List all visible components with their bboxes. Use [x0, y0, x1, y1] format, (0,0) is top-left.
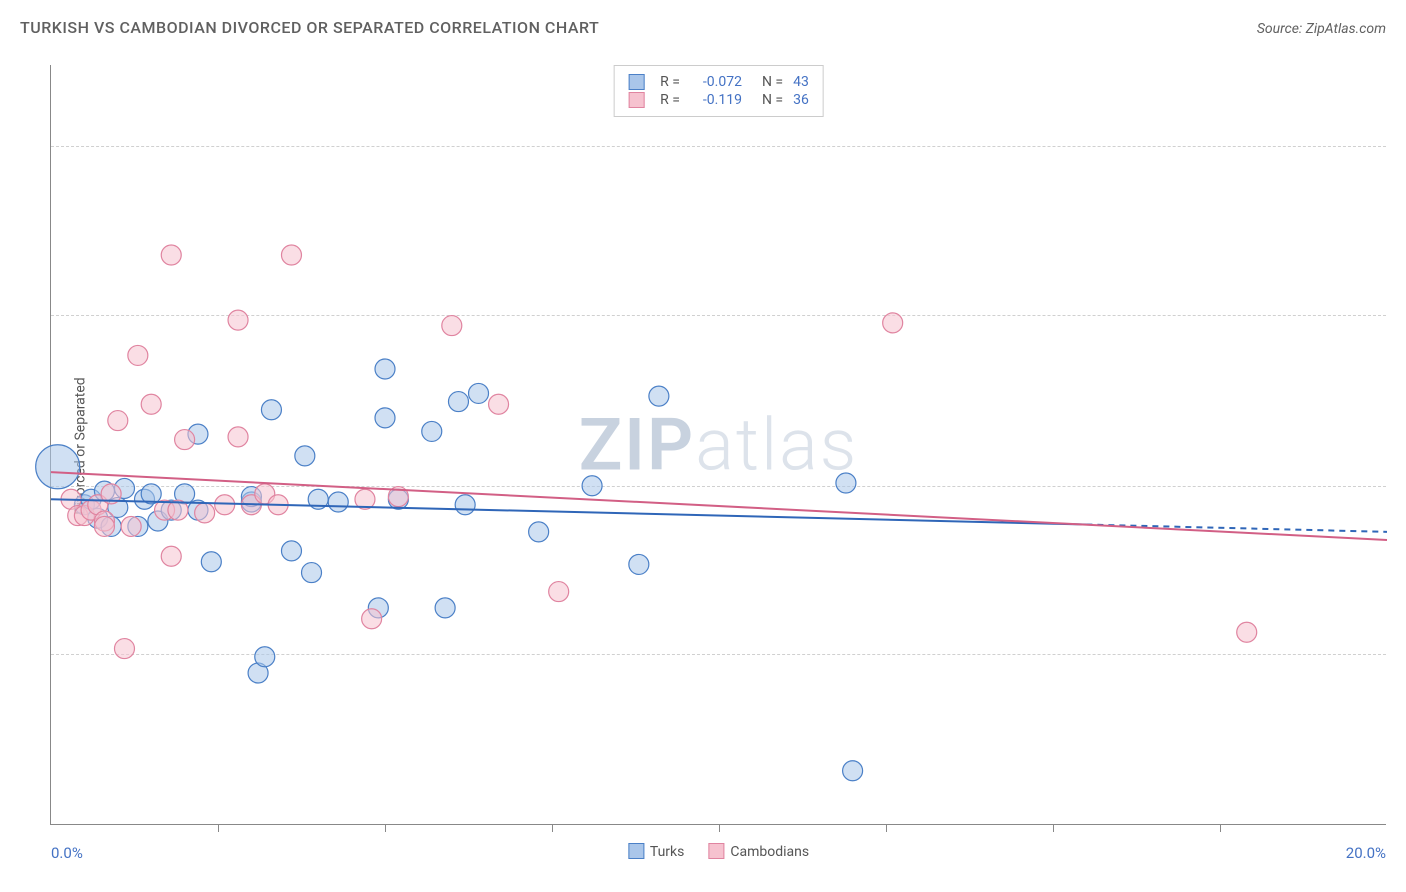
legend-swatch — [628, 92, 644, 108]
x-tick — [218, 824, 219, 832]
x-tick — [385, 824, 386, 832]
data-point — [529, 522, 549, 542]
legend-item: Turks — [628, 843, 685, 860]
chart-source: Source: ZipAtlas.com — [1257, 21, 1386, 37]
data-point — [281, 541, 301, 561]
x-axis-max-label: 20.0% — [1346, 844, 1386, 862]
data-point — [649, 386, 669, 406]
data-point — [448, 392, 468, 412]
data-point — [114, 639, 134, 659]
data-point — [455, 495, 475, 515]
correlation-legend: R = -0.072 N = 43 R = -0.119 N = 36 — [613, 65, 824, 117]
data-point — [161, 245, 181, 265]
data-point — [422, 421, 442, 441]
legend-row: R = -0.072 N = 43 — [628, 74, 809, 90]
legend-swatch — [708, 843, 724, 859]
x-tick — [1220, 824, 1221, 832]
data-point — [141, 394, 161, 414]
series-legend: Turks Cambodians — [628, 843, 809, 860]
data-point — [201, 552, 221, 572]
data-point — [261, 400, 281, 420]
data-point — [836, 473, 856, 493]
data-point — [108, 411, 128, 431]
legend-label: Cambodians — [730, 844, 809, 860]
data-point — [255, 647, 275, 667]
data-point — [215, 495, 235, 515]
x-tick — [719, 824, 720, 832]
x-tick — [552, 824, 553, 832]
plot-area: 6.3%12.5%18.8%25.0% ZIPatlas R =-0.072N … — [50, 65, 1386, 825]
regression-line-extrapolated — [1086, 525, 1387, 532]
x-tick — [886, 824, 887, 832]
data-point — [549, 582, 569, 602]
data-point — [121, 516, 141, 536]
legend-label: Turks — [650, 844, 685, 860]
data-point — [435, 598, 455, 618]
r-value: -0.119 — [690, 92, 742, 108]
data-point — [228, 310, 248, 330]
r-label: R = — [660, 74, 680, 90]
data-point — [442, 316, 462, 336]
data-point — [375, 359, 395, 379]
r-value: -0.072 — [690, 74, 742, 90]
data-point — [295, 446, 315, 466]
data-point — [228, 427, 248, 447]
n-label: N = — [762, 92, 783, 108]
n-label: N = — [762, 74, 783, 90]
data-point — [281, 245, 301, 265]
data-point — [489, 394, 509, 414]
n-value: 43 — [793, 74, 809, 90]
data-point — [375, 408, 395, 428]
data-point — [128, 345, 148, 365]
legend-row: R = -0.119 N = 36 — [628, 92, 809, 108]
data-point — [469, 383, 489, 403]
x-axis-min-label: 0.0% — [51, 844, 83, 862]
scatter-plot — [51, 65, 1387, 825]
chart-title: TURKISH VS CAMBODIAN DIVORCED OR SEPARAT… — [20, 18, 599, 37]
data-point — [1237, 622, 1257, 642]
legend-swatch — [628, 843, 644, 859]
data-point — [161, 546, 181, 566]
data-point — [302, 563, 322, 583]
r-label: R = — [660, 92, 680, 108]
x-tick — [1053, 824, 1054, 832]
data-point — [94, 516, 114, 536]
n-value: 36 — [793, 92, 809, 108]
data-point — [362, 609, 382, 629]
data-point — [36, 445, 80, 489]
data-point — [582, 476, 602, 496]
data-point — [883, 313, 903, 333]
data-point — [328, 492, 348, 512]
legend-swatch — [628, 74, 644, 90]
data-point — [843, 761, 863, 781]
data-point — [629, 554, 649, 574]
data-point — [175, 430, 195, 450]
legend-item: Cambodians — [708, 843, 809, 860]
data-point — [195, 503, 215, 523]
